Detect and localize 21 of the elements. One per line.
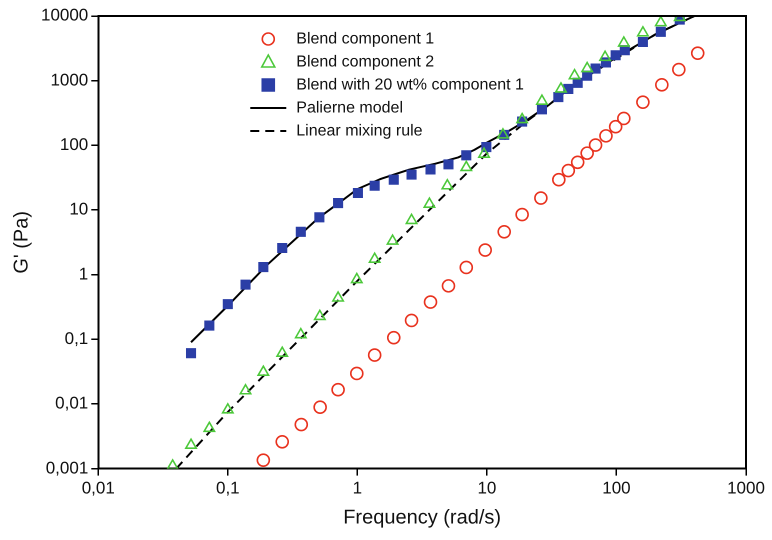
legend-label: Linear mixing rule (296, 122, 423, 140)
y-axis-title: G' (Pa) (10, 210, 33, 274)
y-tick-label: 0,01 (55, 394, 88, 413)
legend-label: Blend component 2 (296, 53, 434, 70)
y-tick-label: 0,001 (46, 458, 88, 478)
x-tick-label: 10 (477, 478, 496, 498)
x-tick-label: 0,01 (82, 478, 115, 498)
x-tick-label: 100 (602, 478, 631, 498)
y-tick-label: 10 (69, 200, 88, 219)
x-tick-label: 1 (352, 478, 362, 498)
x-axis-title: Frequency (rad/s) (343, 506, 502, 529)
y-tick-label: 100 (60, 135, 88, 154)
y-tick-label: 1000 (50, 70, 88, 90)
legend-label: Blend with 20 wt% component 1 (296, 76, 524, 94)
y-tick-label: 0,1 (64, 328, 88, 348)
y-tick-label: 1 (78, 264, 88, 284)
y-tick-label: 10000 (40, 6, 88, 25)
x-tick-label: 0,1 (216, 478, 240, 498)
legend-label: Palierne model (296, 99, 404, 116)
x-tick-label: 1000 (727, 478, 765, 498)
legend-label: Blend component 1 (296, 30, 434, 48)
